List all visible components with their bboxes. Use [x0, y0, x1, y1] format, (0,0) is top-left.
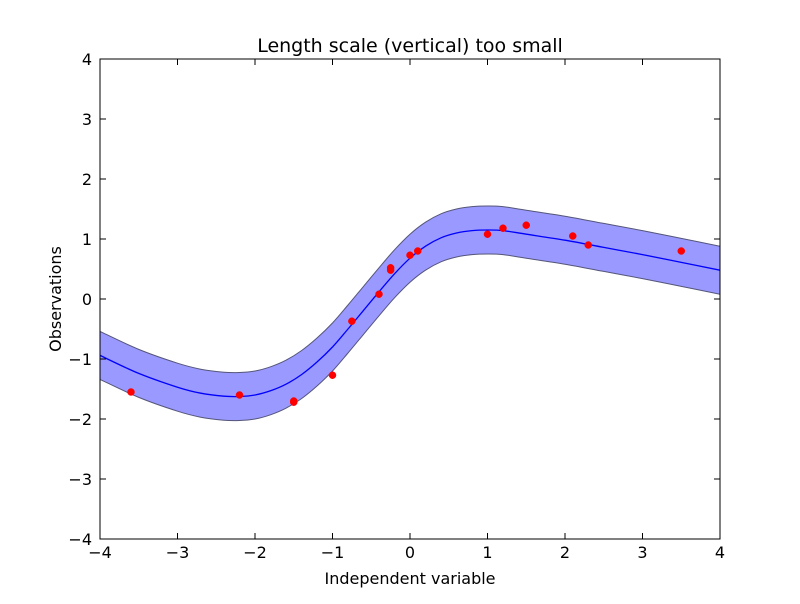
y-tick-label: −2: [68, 410, 92, 429]
observation-point: [522, 221, 530, 229]
observation-point: [375, 290, 383, 298]
observation-point: [328, 371, 337, 379]
plot-area: [100, 205, 720, 422]
observation-point: [290, 398, 298, 406]
observation-point: [584, 241, 592, 249]
x-tick-label: 4: [715, 543, 725, 562]
y-tick-label: 4: [82, 50, 92, 69]
axis-ticks: −4 −3 −2 −1 0 1 2 3 4 −4 −3 −2 −1 0 1 2 3 4: [68, 50, 725, 562]
x-tick-label: 1: [482, 543, 492, 562]
y-tick-label: −3: [68, 470, 92, 489]
y-tick-label: 1: [82, 230, 92, 249]
y-tick-label: −1: [68, 350, 92, 369]
observation-point: [406, 251, 414, 259]
observation-point: [677, 247, 685, 255]
y-axis-label: Observations: [46, 246, 65, 352]
confidence-band-upper-edge: [100, 205, 720, 374]
observation-point: [386, 264, 395, 272]
x-tick-label: −3: [166, 543, 190, 562]
confidence-band: [100, 205, 720, 421]
axes-frame: [99, 58, 721, 540]
y-tick-label: 3: [82, 110, 92, 129]
x-tick-label: 2: [560, 543, 570, 562]
confidence-band-lower-edge: [100, 253, 720, 422]
observation-point: [348, 317, 356, 325]
y-tick-label: 2: [82, 170, 92, 189]
chart-title: Length scale (vertical) too small: [257, 35, 563, 57]
x-axis-label: Independent variable: [324, 569, 495, 588]
x-tick-label: 3: [637, 543, 647, 562]
y-tick-label: −4: [68, 530, 92, 549]
observation-point: [235, 391, 244, 399]
x-tick-label: −1: [321, 543, 345, 562]
observation-point: [569, 232, 577, 240]
observation-point: [483, 230, 492, 238]
x-tick-label: −4: [88, 543, 112, 562]
observation-point: [499, 224, 507, 232]
observation-point: [127, 388, 135, 396]
x-tick-label: 0: [405, 543, 415, 562]
x-tick-label: −2: [243, 543, 267, 562]
observation-point: [414, 247, 422, 255]
y-tick-label: 0: [82, 290, 92, 309]
